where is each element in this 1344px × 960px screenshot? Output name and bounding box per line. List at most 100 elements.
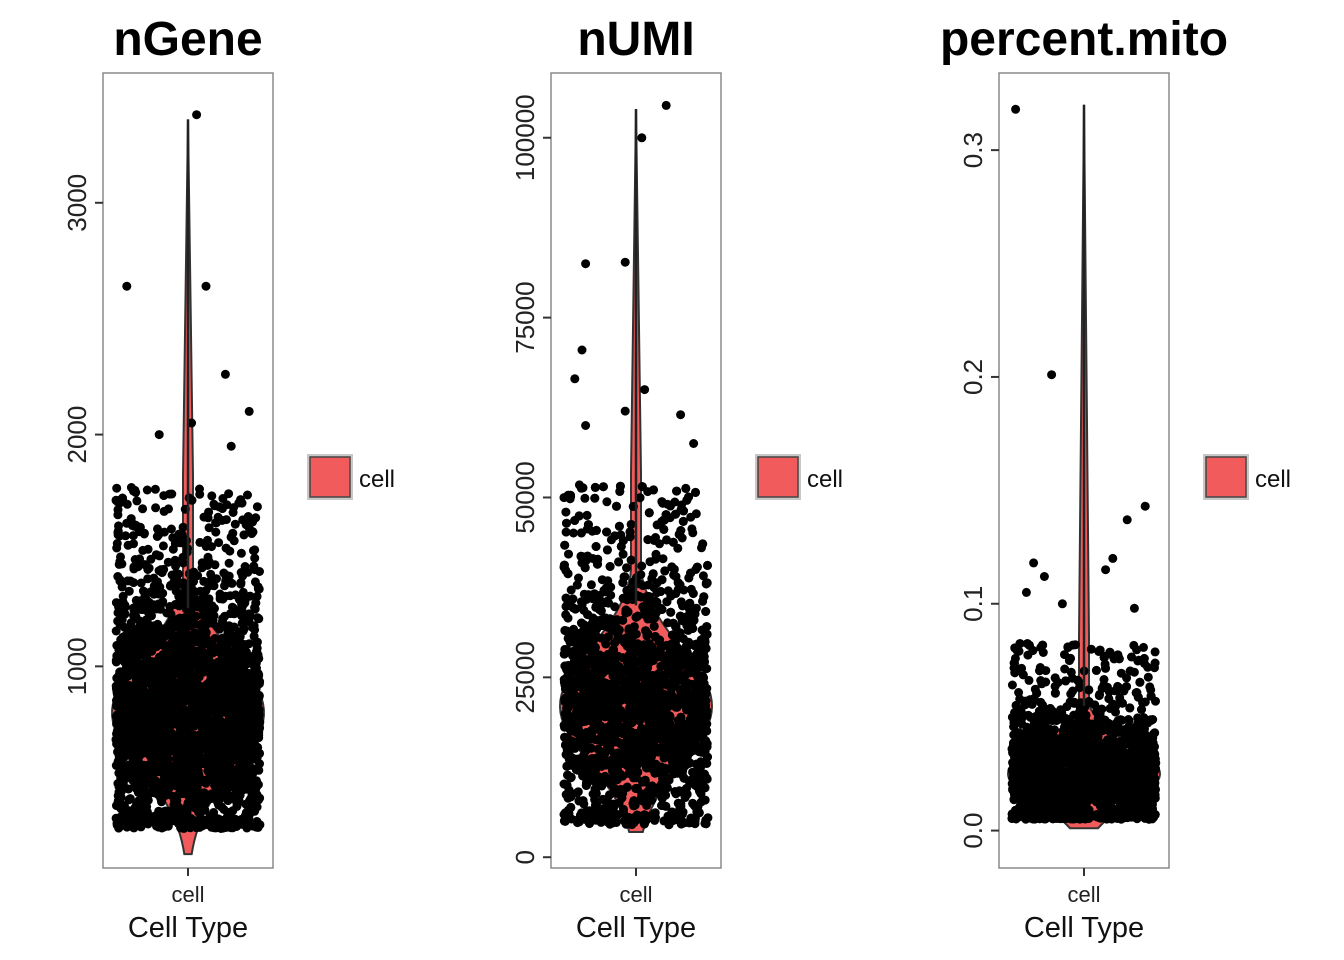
data-point: [189, 737, 199, 747]
data-point: [133, 562, 143, 572]
data-point: [118, 591, 128, 601]
data-point: [602, 497, 612, 507]
data-point: [191, 611, 201, 621]
data-point: [620, 572, 630, 582]
data-point: [161, 790, 171, 800]
data-point: [688, 528, 698, 538]
data-point: [569, 528, 578, 538]
data-point: [187, 495, 197, 505]
data-point: [243, 512, 253, 521]
data-point: [250, 553, 260, 563]
data-point: [112, 543, 122, 553]
data-point: [207, 542, 216, 552]
data-point: [637, 561, 647, 571]
legend: cell: [307, 454, 395, 500]
data-point: [208, 648, 218, 658]
data-point: [175, 597, 185, 607]
outlier-point: [201, 281, 211, 291]
data-point: [158, 597, 168, 606]
data-point: [580, 493, 590, 503]
data-point: [166, 524, 176, 534]
data-point: [249, 546, 258, 556]
data-point: [226, 654, 236, 664]
data-point: [208, 738, 217, 748]
data-point: [210, 634, 220, 643]
data-point: [222, 500, 232, 510]
data-point: [150, 484, 160, 494]
data-point: [111, 495, 121, 505]
data-point: [118, 780, 127, 790]
data-point: [151, 503, 161, 513]
data-point: [602, 545, 612, 555]
data-point: [204, 507, 214, 517]
data-point: [118, 738, 128, 748]
data-point: [253, 613, 263, 623]
data-point: [598, 482, 608, 492]
data-point: [126, 646, 136, 656]
data-point: [232, 662, 242, 672]
data-point: [574, 796, 584, 806]
data-point: [223, 769, 233, 779]
data-point: [124, 671, 134, 681]
data-point: [178, 552, 188, 562]
data-point: [111, 626, 121, 636]
data-point: [215, 592, 225, 602]
data-point: [239, 530, 249, 540]
data-point: [149, 600, 159, 610]
data-point: [203, 552, 213, 562]
data-point: [560, 540, 570, 550]
data-point: [196, 595, 206, 604]
data-point: [121, 718, 131, 728]
data-point: [193, 817, 203, 827]
data-point: [245, 809, 255, 819]
data-point: [564, 549, 573, 559]
data-point: [572, 788, 582, 798]
data-point: [249, 681, 259, 691]
data-point: [170, 555, 180, 565]
data-point: [576, 528, 586, 538]
data-point: [560, 732, 570, 742]
jitter-points: [111, 110, 265, 833]
data-point: [672, 486, 682, 496]
data-point: [210, 560, 220, 570]
data-point: [701, 607, 711, 616]
data-point: [168, 533, 178, 543]
data-point: [211, 775, 221, 785]
data-point: [142, 731, 152, 741]
data-point: [114, 748, 124, 758]
panel-title: nUMI: [577, 13, 694, 66]
data-point: [154, 743, 164, 753]
data-point: [203, 681, 213, 691]
data-point: [170, 778, 180, 788]
data-point: [242, 817, 252, 827]
data-point: [664, 820, 674, 830]
data-point: [155, 638, 165, 648]
data-point: [130, 691, 140, 701]
data-point: [657, 605, 667, 614]
violin-marks: [111, 110, 265, 856]
data-point: [246, 793, 256, 803]
data-point: [189, 567, 199, 577]
data-point: [698, 539, 708, 549]
data-point: [215, 624, 225, 634]
data-point: [255, 820, 265, 830]
data-point: [251, 513, 261, 523]
data-point: [233, 741, 243, 750]
data-point: [135, 665, 145, 675]
data-point: [126, 772, 135, 782]
data-point: [224, 637, 234, 647]
data-point: [247, 529, 257, 539]
data-point: [236, 579, 246, 589]
data-point: [249, 754, 259, 764]
data-point: [211, 823, 221, 833]
outlier-point: [122, 281, 132, 291]
violin-marks: [559, 100, 713, 834]
data-point: [207, 491, 217, 501]
data-point: [157, 728, 167, 738]
data-point: [146, 554, 156, 564]
data-point: [115, 640, 125, 650]
data-point: [197, 563, 207, 573]
data-point: [133, 739, 143, 749]
